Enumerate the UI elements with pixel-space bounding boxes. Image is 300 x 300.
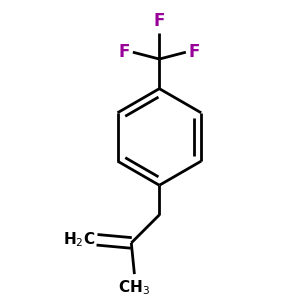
Text: F: F (188, 43, 200, 61)
Text: F: F (119, 43, 130, 61)
Text: H$_2$C: H$_2$C (63, 230, 95, 249)
Text: F: F (154, 12, 165, 30)
Text: CH$_3$: CH$_3$ (118, 279, 150, 298)
